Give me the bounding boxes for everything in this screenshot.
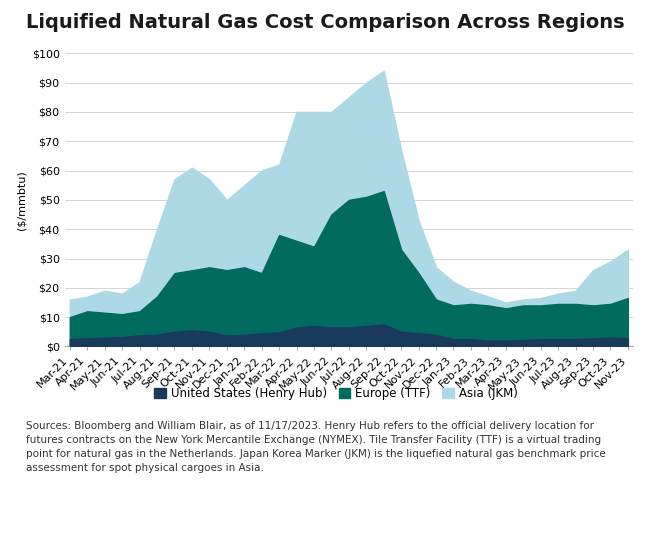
Text: Liquified Natural Gas Cost Comparison Across Regions: Liquified Natural Gas Cost Comparison Ac… <box>26 13 625 33</box>
Text: Sources: Bloomberg and William Blair, as of 11/17/2023. Henry Hub refers to the : Sources: Bloomberg and William Blair, as… <box>26 421 605 473</box>
Legend: United States (Henry Hub), Europe (TTF), Asia (JKM): United States (Henry Hub), Europe (TTF),… <box>154 387 517 400</box>
Y-axis label: ($/mmbtu): ($/mmbtu) <box>16 170 26 230</box>
